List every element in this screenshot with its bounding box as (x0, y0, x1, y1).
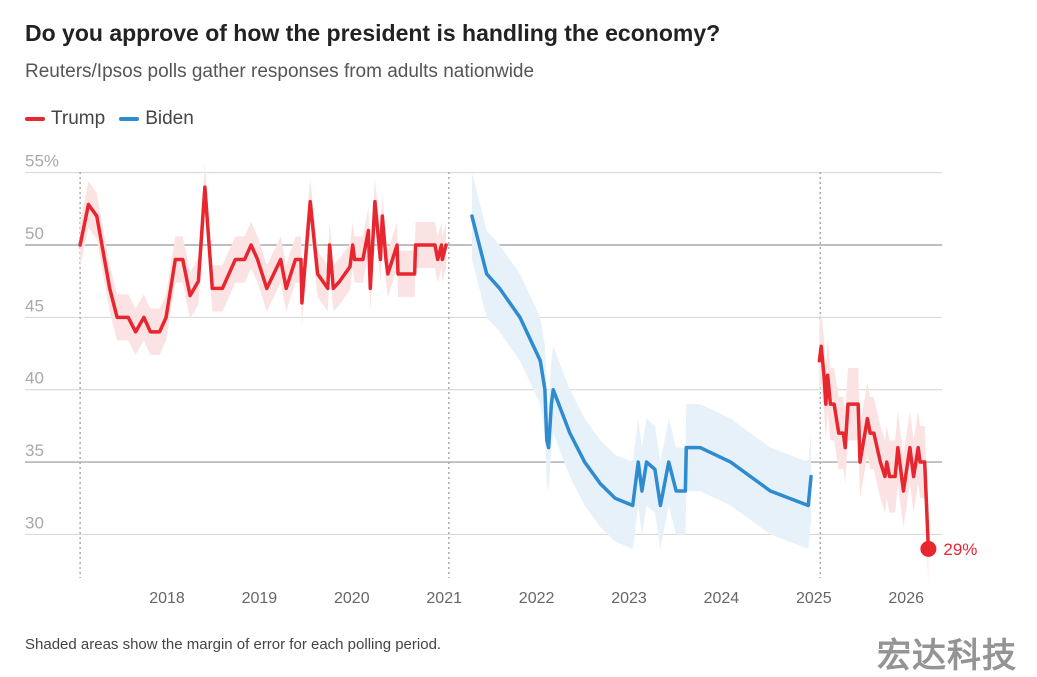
y-tick-label: 35 (25, 441, 44, 460)
y-tick-label: 50 (25, 224, 44, 243)
x-tick-label: 2022 (519, 590, 555, 607)
legend: Trump Biden (25, 108, 194, 130)
x-tick-label: 2026 (888, 590, 924, 607)
legend-label-trump: Trump (51, 108, 106, 129)
legend-swatch-biden (119, 117, 140, 121)
x-tick-label: 2024 (704, 590, 740, 607)
x-tick-label: 2019 (242, 590, 278, 607)
chart-subtitle: Reuters/Ipsos polls gather responses fro… (25, 61, 535, 82)
legend-label-biden: Biden (145, 108, 194, 129)
y-tick-label: 40 (25, 369, 44, 388)
legend-swatch-trump (25, 117, 45, 121)
series-line-trump (817, 344, 931, 551)
x-tick-label: 2025 (796, 590, 832, 607)
x-tick-label: 2020 (334, 590, 370, 607)
chart-title: Do you approve of how the president is h… (25, 20, 721, 46)
x-tick-label: 2021 (426, 590, 462, 607)
x-tick-label: 2023 (611, 590, 647, 607)
legend-item-biden: Biden (119, 108, 194, 130)
series-line-biden (470, 214, 813, 508)
margin-band-trump (80, 163, 447, 355)
margin-band-biden (471, 172, 812, 549)
watermark-logo: 宏达科技 (877, 637, 1017, 675)
legend-item-trump: Trump (25, 108, 105, 130)
x-tick-label: 2018 (149, 590, 185, 607)
footnote: Shaded areas show the margin of error fo… (25, 636, 442, 653)
margin-band-trump (819, 310, 929, 586)
end-point-marker (920, 540, 937, 557)
y-tick-label: 45 (25, 296, 44, 315)
series-line-trump (78, 185, 448, 334)
y-tick-label: 30 (25, 513, 44, 532)
end-point-label: 29% (943, 540, 977, 559)
y-tick-label: 55% (25, 152, 59, 171)
